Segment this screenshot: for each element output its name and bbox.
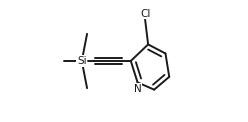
- Text: Cl: Cl: [140, 9, 150, 19]
- Text: Si: Si: [77, 56, 87, 66]
- Text: N: N: [134, 84, 141, 94]
